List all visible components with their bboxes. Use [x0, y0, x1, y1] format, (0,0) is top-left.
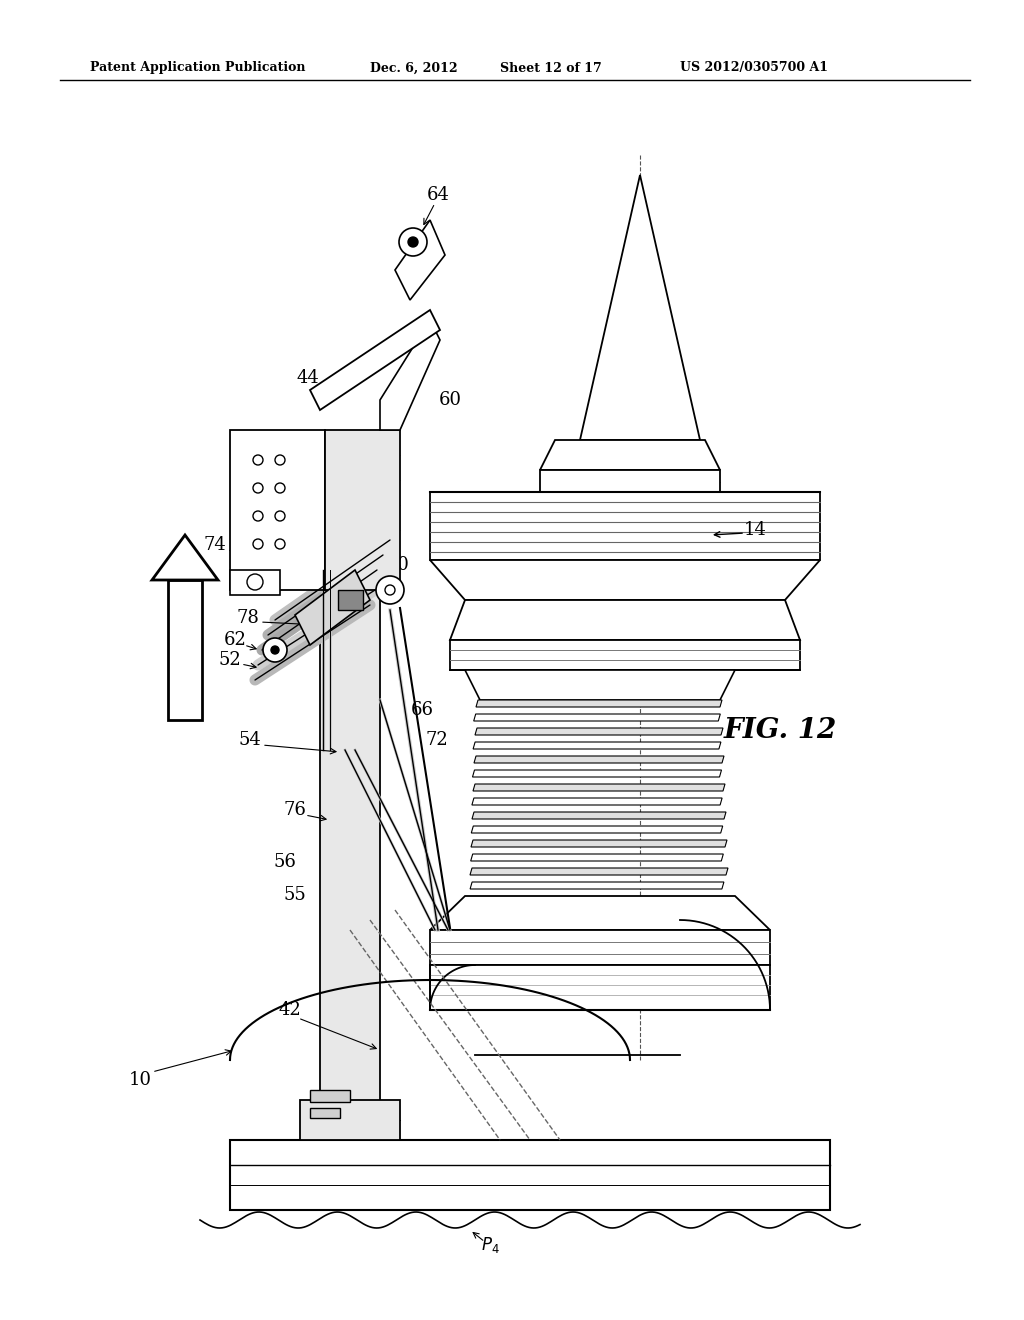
Circle shape	[263, 638, 287, 663]
Polygon shape	[450, 601, 800, 640]
Polygon shape	[380, 319, 440, 430]
Polygon shape	[471, 840, 727, 847]
Text: 60: 60	[438, 391, 462, 409]
Bar	[310, 1107, 340, 1118]
Circle shape	[376, 576, 404, 605]
Polygon shape	[395, 220, 445, 300]
Circle shape	[399, 228, 427, 256]
Circle shape	[275, 483, 285, 492]
Text: 74: 74	[204, 536, 226, 554]
Circle shape	[253, 483, 263, 492]
Bar	[230, 1140, 830, 1210]
Polygon shape	[474, 756, 724, 763]
Polygon shape	[310, 310, 440, 411]
Text: 72: 72	[426, 731, 449, 748]
Polygon shape	[472, 799, 722, 805]
Bar	[540, 470, 720, 492]
Polygon shape	[230, 570, 280, 595]
Circle shape	[275, 511, 285, 521]
Bar	[430, 931, 770, 965]
Text: Patent Application Publication: Patent Application Publication	[90, 62, 305, 74]
Text: 54: 54	[239, 731, 261, 748]
Circle shape	[275, 539, 285, 549]
Circle shape	[253, 455, 263, 465]
Polygon shape	[430, 560, 820, 601]
Polygon shape	[474, 714, 720, 721]
Polygon shape	[471, 826, 723, 833]
Polygon shape	[540, 440, 720, 470]
Polygon shape	[475, 729, 723, 735]
Polygon shape	[465, 671, 735, 700]
Text: 56: 56	[273, 853, 296, 871]
Circle shape	[385, 585, 395, 595]
Text: 55: 55	[284, 886, 306, 904]
Text: 42: 42	[279, 1001, 301, 1019]
Circle shape	[408, 238, 418, 247]
Text: 78: 78	[237, 609, 259, 627]
Text: Sheet 12 of 17: Sheet 12 of 17	[500, 62, 602, 74]
Polygon shape	[230, 430, 325, 590]
Polygon shape	[430, 965, 770, 1010]
Text: 76: 76	[284, 801, 306, 818]
Text: US 2012/0305700 A1: US 2012/0305700 A1	[680, 62, 828, 74]
Polygon shape	[472, 770, 722, 777]
Polygon shape	[471, 854, 723, 861]
Circle shape	[271, 645, 279, 653]
Polygon shape	[295, 570, 370, 645]
Bar	[325, 430, 400, 590]
Circle shape	[253, 511, 263, 521]
Text: 64: 64	[427, 186, 450, 205]
Polygon shape	[152, 535, 218, 579]
Polygon shape	[470, 882, 724, 888]
Text: 66: 66	[411, 701, 433, 719]
Polygon shape	[168, 579, 202, 719]
Text: 70: 70	[387, 556, 410, 574]
Text: 10: 10	[128, 1071, 152, 1089]
Text: $P_4$: $P_4$	[480, 1236, 500, 1255]
Bar	[450, 640, 800, 671]
Polygon shape	[580, 176, 700, 440]
Circle shape	[253, 539, 263, 549]
Text: Dec. 6, 2012: Dec. 6, 2012	[370, 62, 458, 74]
Bar	[310, 1090, 350, 1102]
Text: 52: 52	[219, 651, 242, 669]
Polygon shape	[430, 492, 820, 560]
Text: 44: 44	[297, 370, 319, 387]
Polygon shape	[470, 869, 728, 875]
Bar	[319, 550, 380, 1140]
Text: FIG. 12: FIG. 12	[723, 717, 837, 743]
Bar	[300, 1100, 400, 1140]
Text: 14: 14	[743, 521, 766, 539]
Text: 62: 62	[223, 631, 247, 649]
Polygon shape	[472, 812, 726, 818]
Polygon shape	[473, 742, 721, 748]
Polygon shape	[473, 784, 725, 791]
Polygon shape	[476, 700, 722, 708]
Polygon shape	[430, 896, 770, 931]
Circle shape	[247, 574, 263, 590]
Bar	[338, 590, 362, 610]
Circle shape	[275, 455, 285, 465]
